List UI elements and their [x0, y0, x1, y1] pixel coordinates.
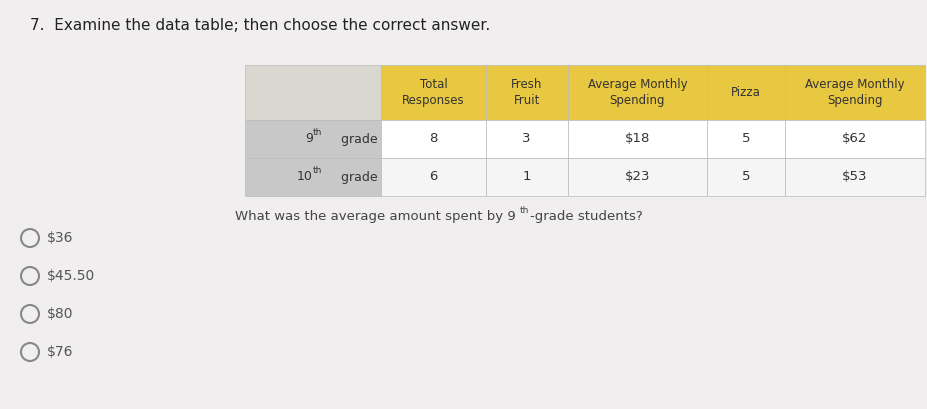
Bar [707, 158, 785, 196]
Text: grade: grade [337, 133, 378, 146]
Text: 5: 5 [742, 133, 751, 146]
Text: $36: $36 [47, 231, 73, 245]
Text: grade: grade [337, 171, 378, 184]
Bar [486, 120, 567, 158]
Text: Fresh
Fruit: Fresh Fruit [511, 78, 542, 107]
Text: Pizza: Pizza [731, 86, 761, 99]
Bar [707, 120, 785, 158]
Text: th: th [520, 206, 529, 215]
Text: th: th [313, 128, 323, 137]
Text: -grade students?: -grade students? [530, 210, 642, 223]
Text: 7.  Examine the data table; then choose the correct answer.: 7. Examine the data table; then choose t… [30, 18, 490, 33]
Bar [785, 158, 925, 196]
Text: $62: $62 [843, 133, 868, 146]
Bar [785, 120, 925, 158]
Bar [381, 158, 486, 196]
Text: 1: 1 [523, 171, 531, 184]
Text: 5: 5 [742, 171, 751, 184]
Text: 10: 10 [298, 171, 313, 184]
Bar [245, 65, 381, 120]
Text: Total
Responses: Total Responses [402, 78, 464, 107]
Bar [486, 158, 567, 196]
Bar [785, 65, 925, 120]
Bar [567, 120, 707, 158]
Text: $53: $53 [843, 171, 868, 184]
Bar [245, 158, 381, 196]
Text: $23: $23 [625, 171, 650, 184]
Text: Average Monthly
Spending: Average Monthly Spending [588, 78, 687, 107]
Text: 8: 8 [429, 133, 438, 146]
Text: $76: $76 [47, 345, 73, 359]
Text: $45.50: $45.50 [47, 269, 95, 283]
Bar [245, 120, 381, 158]
Bar [707, 65, 785, 120]
Text: $18: $18 [625, 133, 650, 146]
Bar [381, 120, 486, 158]
Text: 6: 6 [429, 171, 438, 184]
Bar [381, 65, 486, 120]
Text: th: th [313, 166, 323, 175]
Text: What was the average amount spent by 9: What was the average amount spent by 9 [235, 210, 515, 223]
Text: Average Monthly
Spending: Average Monthly Spending [806, 78, 905, 107]
Text: 3: 3 [523, 133, 531, 146]
Bar [567, 158, 707, 196]
Bar [486, 65, 567, 120]
Text: 9: 9 [305, 133, 313, 146]
Text: $80: $80 [47, 307, 73, 321]
Bar [567, 65, 707, 120]
